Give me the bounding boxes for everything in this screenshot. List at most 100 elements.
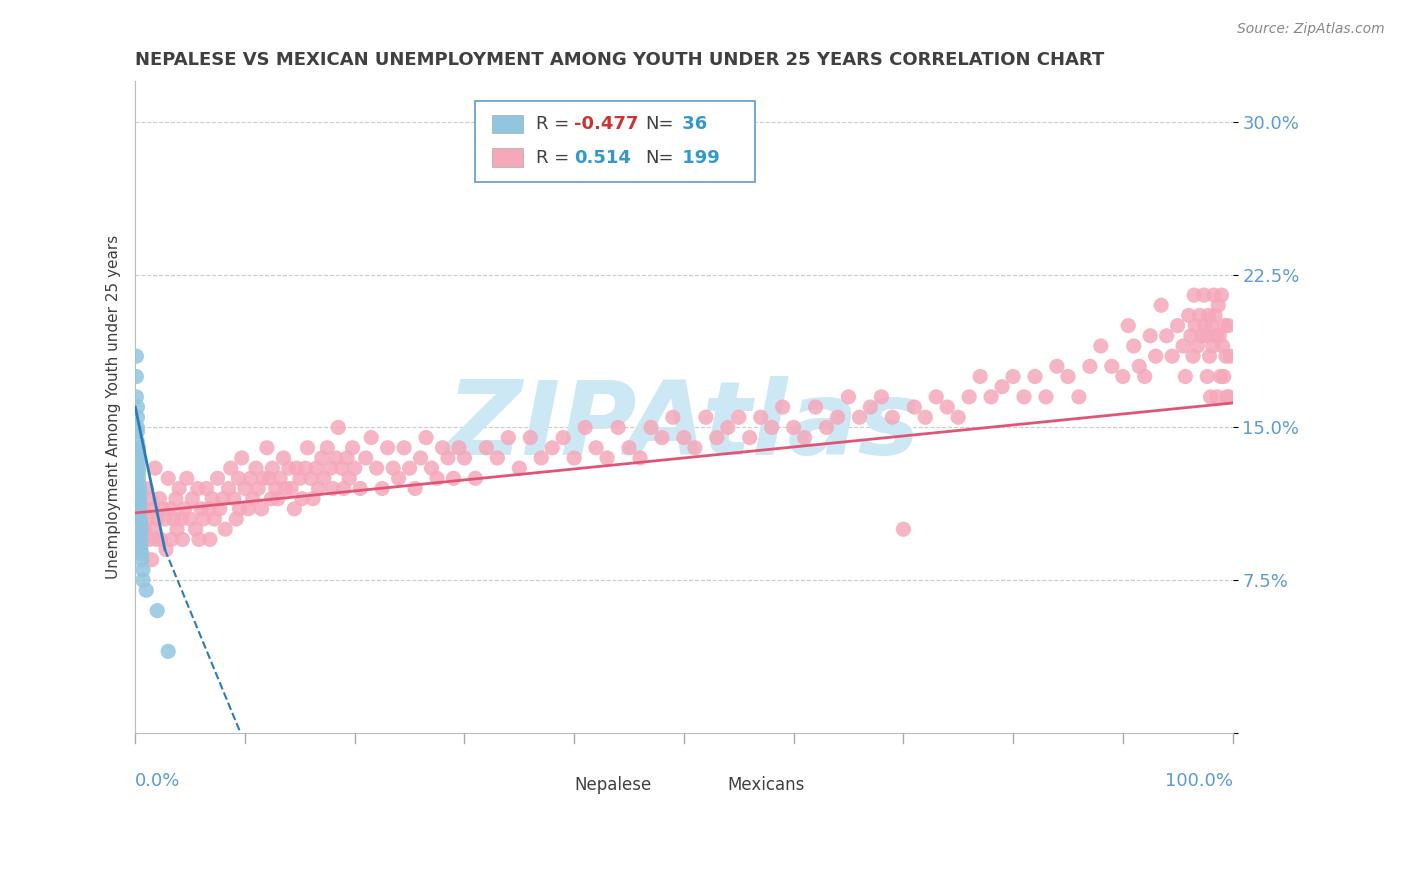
Point (139, 491, 162, 506)
Point (165, 491, 187, 506)
Point (1209, 369, 1232, 384)
Point (305, 461, 328, 475)
Point (316, 441, 339, 455)
Point (1191, 328, 1213, 343)
Point (1199, 390, 1222, 404)
Point (903, 400, 925, 414)
Point (128, 512, 150, 526)
Point (1156, 328, 1178, 343)
Point (228, 471, 250, 485)
Point (179, 512, 201, 526)
Point (143, 461, 166, 475)
Point (277, 461, 299, 475)
Point (132, 501, 155, 516)
Point (1188, 309, 1211, 323)
Point (717, 420, 740, 434)
Point (322, 482, 344, 496)
Text: 100.0%: 100.0% (1164, 772, 1233, 789)
Point (969, 369, 991, 384)
Point (128, 471, 150, 485)
Point (127, 410, 149, 425)
Point (129, 533, 152, 547)
Point (409, 450, 432, 465)
Point (207, 471, 229, 485)
Point (129, 522, 152, 536)
Point (782, 420, 804, 434)
Point (772, 400, 794, 414)
Point (325, 450, 347, 465)
Point (1216, 318, 1239, 333)
Point (1180, 328, 1202, 343)
Point (212, 491, 235, 506)
Point (360, 431, 382, 445)
Point (274, 482, 297, 496)
Point (283, 501, 305, 516)
Point (640, 420, 662, 434)
Point (228, 501, 250, 516)
Point (146, 604, 169, 618)
Point (198, 501, 221, 516)
Point (859, 400, 882, 414)
Point (628, 450, 651, 465)
Text: NEPALESE VS MEXICAN UNEMPLOYMENT AMONG YOUTH UNDER 25 YEARS CORRELATION CHART: NEPALESE VS MEXICAN UNEMPLOYMENT AMONG Y… (135, 51, 1105, 69)
Point (127, 425, 149, 439)
Point (218, 482, 240, 496)
Point (128, 477, 150, 491)
Point (404, 482, 426, 496)
Point (562, 450, 585, 465)
Point (256, 441, 278, 455)
Point (371, 482, 394, 496)
Point (343, 461, 366, 475)
Point (312, 471, 335, 485)
Point (1192, 288, 1215, 302)
Point (201, 491, 224, 506)
Point (349, 482, 371, 496)
Point (138, 512, 160, 526)
Point (672, 431, 695, 445)
Point (128, 455, 150, 469)
Point (948, 410, 970, 425)
Point (127, 400, 149, 414)
Text: 36: 36 (676, 115, 707, 133)
Point (392, 441, 415, 455)
Point (260, 491, 283, 506)
Point (464, 471, 486, 485)
Point (297, 441, 319, 455)
Point (167, 482, 190, 496)
Point (342, 441, 364, 455)
Point (129, 516, 152, 530)
Point (125, 349, 148, 363)
Point (142, 522, 165, 536)
Point (683, 441, 706, 455)
Point (1212, 339, 1234, 353)
Point (125, 390, 148, 404)
Point (1133, 369, 1156, 384)
Point (172, 533, 194, 547)
Point (1171, 339, 1194, 353)
Point (127, 420, 149, 434)
Point (214, 522, 236, 536)
Point (195, 482, 218, 496)
Point (607, 420, 630, 434)
Point (1202, 339, 1225, 353)
Point (1184, 318, 1206, 333)
Point (128, 501, 150, 516)
Point (596, 450, 619, 465)
Point (245, 461, 267, 475)
Point (475, 441, 498, 455)
Point (727, 410, 749, 425)
Point (132, 573, 155, 587)
Point (311, 450, 333, 465)
Point (129, 526, 152, 541)
Point (131, 547, 153, 561)
Point (336, 450, 359, 465)
Point (1035, 390, 1057, 404)
Point (1122, 339, 1144, 353)
Point (354, 450, 377, 465)
Point (250, 501, 273, 516)
Point (187, 533, 209, 547)
Point (1206, 390, 1229, 404)
FancyBboxPatch shape (475, 101, 755, 182)
Point (761, 420, 783, 434)
Point (1213, 318, 1236, 333)
